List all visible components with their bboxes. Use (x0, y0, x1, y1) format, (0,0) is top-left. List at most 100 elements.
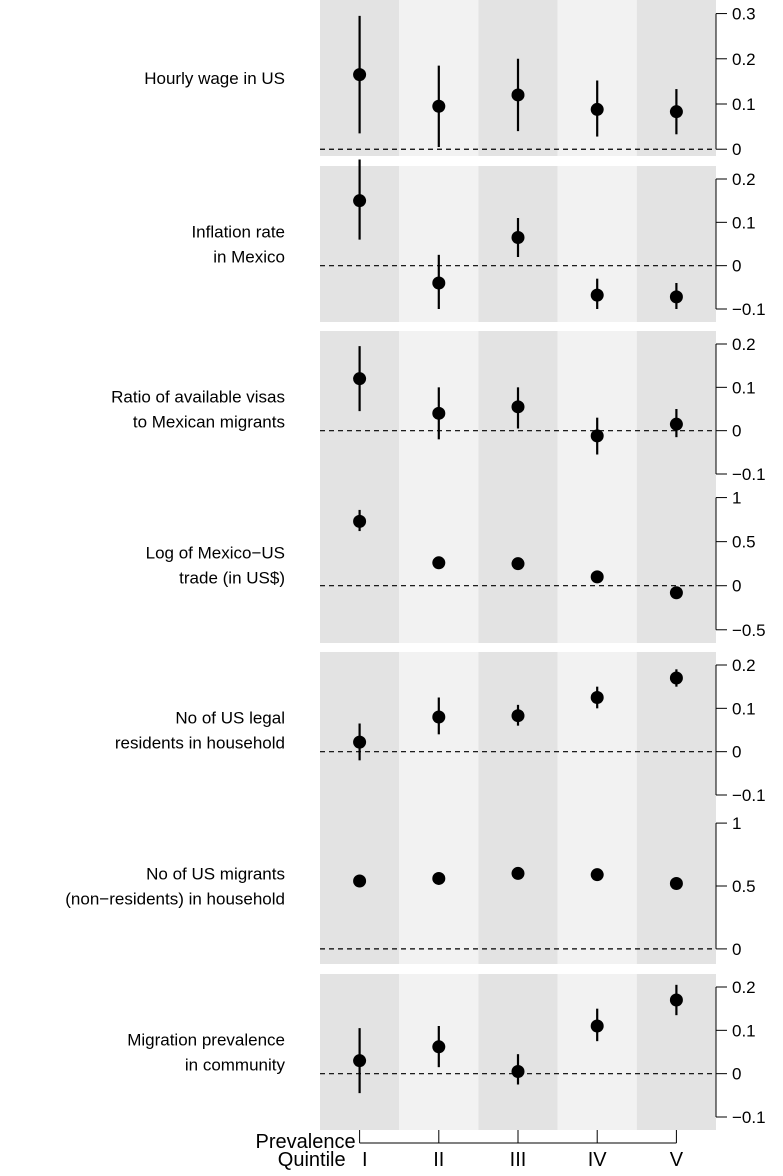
y-tick-label: 1 (732, 814, 741, 833)
data-point (432, 1040, 446, 1054)
panel-label: Ratio of available visas (111, 388, 285, 407)
panel-6: 0 0.5 1 No of US migrants (non−residents) in… (65, 808, 756, 964)
y-tick-label: −0.1 (732, 300, 766, 319)
x-tick-label: III (510, 1149, 527, 1171)
data-point (432, 406, 446, 420)
panel-label: Hourly wage in US (144, 69, 285, 88)
y-tick-label: 0 (732, 743, 741, 762)
y-tick-label: 0 (732, 1065, 741, 1084)
data-point (669, 105, 683, 119)
data-point (353, 735, 367, 749)
x-tick-label: IV (588, 1149, 608, 1171)
y-tick-label: 0 (732, 257, 741, 276)
y-tick-label: 1 (732, 489, 741, 508)
y-tick-label: 0.5 (732, 533, 756, 552)
data-point (669, 586, 683, 600)
panel-5: −0.1 0 0.1 0.2 No of US legal residents in ho… (115, 652, 766, 808)
y-tick-label: 0.2 (732, 335, 756, 354)
data-point (432, 556, 446, 570)
data-point (511, 231, 525, 244)
panel-label: in community (185, 1056, 286, 1075)
x-axis-label: Quintile (278, 1149, 346, 1171)
y-tick-label: 0 (732, 140, 741, 159)
panel-label: (non−residents) in household (65, 890, 285, 909)
y-tick-label: 0 (732, 577, 741, 596)
data-point (432, 710, 446, 724)
background-band (557, 487, 637, 643)
data-point (669, 876, 683, 890)
y-tick-label: −0.1 (732, 786, 766, 805)
panel-label: Log of Mexico−US (146, 544, 285, 563)
y-tick-label: 0 (732, 422, 741, 441)
y-tick-label: 0.1 (732, 1021, 756, 1040)
background-band (557, 808, 637, 964)
data-point (511, 88, 525, 102)
data-point (669, 290, 683, 304)
data-point (590, 102, 604, 116)
y-tick-label: 0.1 (732, 95, 756, 114)
y-tick-label: 0.2 (732, 170, 756, 189)
y-tick-label: −0.1 (732, 465, 766, 484)
panel-label: No of US legal (175, 709, 285, 728)
background-band (399, 808, 479, 964)
data-point (353, 514, 367, 528)
y-tick-label: 0.5 (732, 877, 756, 896)
data-point (590, 288, 604, 302)
y-tick-label: 0 (732, 940, 741, 959)
y-tick-label: 0.1 (732, 699, 756, 718)
data-point (590, 1019, 604, 1033)
panel-2: −0.1 0 0.1 0.2 Inflation rate in Mexico (191, 159, 766, 322)
data-point (590, 868, 604, 882)
data-point (432, 871, 446, 885)
x-tick-label: II (433, 1149, 444, 1171)
y-tick-label: −0.5 (732, 621, 766, 640)
data-point (511, 557, 525, 571)
background-band (557, 331, 637, 487)
y-tick-label: 0.1 (732, 213, 756, 232)
y-tick-label: 0.2 (732, 978, 756, 997)
background-band (478, 974, 558, 1130)
background-band (557, 652, 637, 808)
data-point (590, 570, 604, 584)
panel-label: residents in household (115, 734, 285, 753)
panel-label: No of US migrants (146, 865, 285, 884)
x-tick-label: I (362, 1149, 368, 1171)
background-band (557, 974, 637, 1130)
panel-1: 0 0.1 0.2 0.3 Hourly wage in US (144, 0, 756, 159)
y-tick-label: 0.2 (732, 656, 756, 675)
y-tick-label: 0.1 (732, 378, 756, 397)
background-band (478, 652, 558, 808)
data-point (590, 691, 604, 704)
data-point (669, 993, 683, 1007)
panel-4: −0.5 0 0.5 1 Log of Mexico−US trade (in US$) (146, 487, 766, 643)
x-tick-label: V (670, 1149, 684, 1171)
panel-label: trade (in US$) (179, 569, 285, 588)
data-point (590, 429, 604, 443)
data-point (432, 99, 446, 113)
panel-label: to Mexican migrants (133, 413, 285, 432)
data-point (511, 866, 525, 880)
panel-7: −0.1 0 0.1 0.2 Migration prevalence in commun… (127, 974, 766, 1130)
panel-label: in Mexico (213, 248, 285, 267)
data-point (511, 1065, 525, 1078)
data-point (511, 709, 525, 723)
data-point (353, 68, 367, 82)
y-tick-label: −0.1 (732, 1108, 766, 1127)
data-point (669, 417, 683, 431)
y-tick-label: 0.3 (732, 5, 756, 24)
background-band (636, 487, 716, 643)
data-point (432, 276, 446, 290)
panel-label: Inflation rate (191, 223, 285, 242)
background-band (478, 808, 558, 964)
y-tick-label: 0.2 (732, 50, 756, 69)
panel-label: Migration prevalence (127, 1031, 285, 1050)
data-point (353, 194, 367, 208)
x-axis-label: Prevalence (256, 1131, 356, 1153)
panel-3: −0.1 0 0.1 0.2 Ratio of available visas to Me… (111, 331, 766, 487)
data-point (511, 400, 525, 414)
data-point (353, 1054, 367, 1068)
data-point (669, 671, 683, 685)
